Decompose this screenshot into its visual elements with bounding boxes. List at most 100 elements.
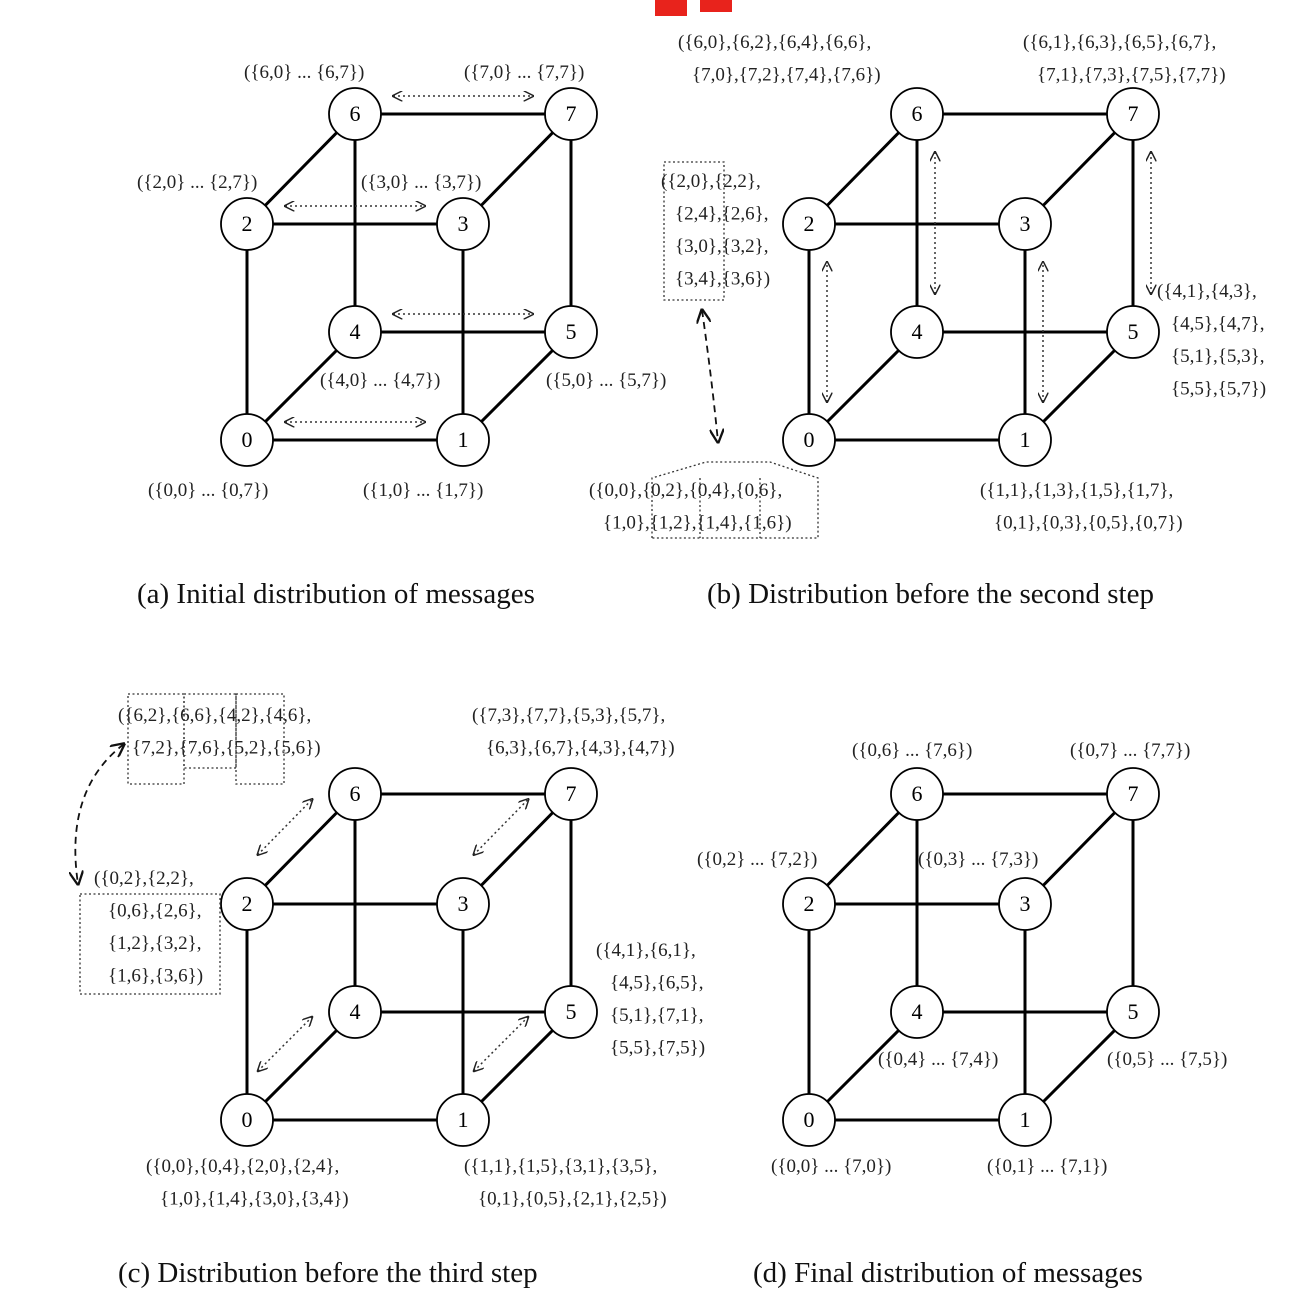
message-label-n1: {0,1},{0,3},{0,5},{0,7}) xyxy=(994,513,1183,534)
panel-a: 0 1 2 3 4 5 6 7 ({0,0} ... {0,7}) ({1,0} ... {1,7… xyxy=(137,62,666,610)
message-labels: ({0,0} ... {0,7}) ({1,0} ... {1,7}) ({2,0}… xyxy=(137,62,666,501)
node-id-label: 3 xyxy=(1020,891,1031,916)
node-2: 2 xyxy=(782,197,836,251)
message-label-n2: {1,2},{3,2}, xyxy=(108,933,201,954)
highlight-box xyxy=(235,693,285,785)
node-circle xyxy=(998,197,1052,251)
node-5: 5 xyxy=(1106,985,1160,1039)
node-id-label: 1 xyxy=(1020,427,1031,452)
exchange-arrows xyxy=(285,96,533,422)
node-id-label: 3 xyxy=(458,211,469,236)
exchange-arrows xyxy=(258,799,529,1071)
node-id-label: 4 xyxy=(912,999,923,1024)
panel-caption: (b) Distribution before the second step xyxy=(707,578,1154,610)
node-id-label: 6 xyxy=(350,781,361,806)
cube-nodes: 0 1 2 3 4 5 6 7 xyxy=(782,767,1160,1147)
selection-highlights xyxy=(651,161,819,539)
message-label-n3: ({3,0} ... {3,7}) xyxy=(361,172,481,193)
message-label-n0: ({0,0},{0,4},{2,0},{2,4}, xyxy=(146,1156,339,1177)
exchange-arrows xyxy=(827,152,1151,402)
node-id-label: 7 xyxy=(566,781,577,806)
node-2: 2 xyxy=(220,877,274,931)
node-circle xyxy=(220,413,274,467)
message-label-n5: {4,5},{4,7}, xyxy=(1171,314,1264,335)
node-id-label: 3 xyxy=(1020,211,1031,236)
node-id-label: 1 xyxy=(458,1107,469,1132)
message-label-n5: {5,1},{5,3}, xyxy=(1171,346,1264,367)
message-label-n5: ({5,0} ... {5,7}) xyxy=(546,370,666,391)
message-label-n1: ({1,1},{1,3},{1,5},{1,7}, xyxy=(980,480,1173,501)
message-label-n6: ({0,6} ... {7,6}) xyxy=(852,740,972,761)
cube-edges xyxy=(807,792,1135,1122)
node-id-label: 0 xyxy=(242,427,253,452)
node-circle xyxy=(544,985,598,1039)
node-3: 3 xyxy=(998,877,1052,931)
node-id-label: 7 xyxy=(566,101,577,126)
cube-edges xyxy=(807,112,1135,442)
node-id-label: 4 xyxy=(350,999,361,1024)
node-0: 0 xyxy=(782,413,836,467)
node-id-label: 1 xyxy=(1020,1107,1031,1132)
node-id-label: 0 xyxy=(804,1107,815,1132)
node-circle xyxy=(328,985,382,1039)
message-label-n6: ({6,0},{6,2},{6,4},{6,6}, xyxy=(678,32,871,53)
panel-caption: (c) Distribution before the third step xyxy=(118,1257,538,1289)
node-6: 6 xyxy=(328,87,382,141)
node-id-label: 3 xyxy=(458,891,469,916)
node-1: 1 xyxy=(436,413,490,467)
message-label-n7: ({7,3},{7,7},{5,3},{5,7}, xyxy=(472,705,665,726)
node-circle xyxy=(890,767,944,821)
node-id-label: 6 xyxy=(912,781,923,806)
message-label-n0: ({0,0},{0,2},{0,4},{0,6}, xyxy=(589,480,782,501)
message-label-n5: ({4,1},{4,3}, xyxy=(1157,281,1257,302)
node-circle xyxy=(544,305,598,359)
message-label-n7: ({0,7} ... {7,7}) xyxy=(1070,740,1190,761)
node-id-label: 5 xyxy=(566,319,577,344)
node-2: 2 xyxy=(220,197,274,251)
message-label-n2: {0,6},{2,6}, xyxy=(108,901,201,922)
node-0: 0 xyxy=(220,413,274,467)
panel-c: 0 1 2 3 4 5 6 7 ({0,0},{0,4},{2,0},{2,4}, {1,0},{… xyxy=(75,693,705,1289)
node-id-label: 2 xyxy=(804,211,815,236)
message-label-n1: ({1,0} ... {1,7}) xyxy=(363,480,483,501)
node-circle xyxy=(328,767,382,821)
message-label-n0: ({0,0} ... {0,7}) xyxy=(148,480,268,501)
node-circle xyxy=(890,985,944,1039)
node-circle xyxy=(328,87,382,141)
node-circle xyxy=(1106,305,1160,359)
transfer-arrow xyxy=(75,744,124,884)
message-label-n6: ({6,0} ... {6,7}) xyxy=(244,62,364,83)
node-circle xyxy=(998,877,1052,931)
node-circle xyxy=(328,305,382,359)
node-6: 6 xyxy=(328,767,382,821)
node-id-label: 2 xyxy=(242,211,253,236)
message-label-n2: {3,4},{3,6}) xyxy=(675,269,770,290)
message-label-n2: ({0,2} ... {7,2}) xyxy=(697,849,817,870)
node-id-label: 1 xyxy=(458,427,469,452)
panel-b: 0 1 2 3 4 5 6 7 ({0,0},{0,2},{0,4},{0,6}, {1,0},{… xyxy=(589,32,1266,610)
message-label-n1: ({1,1},{1,5},{3,1},{3,5}, xyxy=(464,1156,657,1177)
node-circle xyxy=(436,877,490,931)
node-6: 6 xyxy=(890,767,944,821)
message-label-n6: {7,2},{7,6},{5,2},{5,6}) xyxy=(132,738,321,759)
selection-highlights xyxy=(75,693,285,995)
exchange-arrow xyxy=(258,799,313,855)
message-label-n4: ({4,0} ... {4,7}) xyxy=(320,370,440,391)
node-circle xyxy=(544,767,598,821)
message-label-n5: ({4,1},{6,1}, xyxy=(596,940,696,961)
node-id-label: 2 xyxy=(242,891,253,916)
message-label-n1: ({0,1} ... {7,1}) xyxy=(987,1156,1107,1177)
node-4: 4 xyxy=(890,985,944,1039)
message-label-n0: {1,0},{1,2},{1,4},{1,6}) xyxy=(603,513,792,534)
cube-edges xyxy=(245,112,573,442)
highlight-box xyxy=(651,461,819,539)
node-1: 1 xyxy=(998,413,1052,467)
node-7: 7 xyxy=(1106,87,1160,141)
node-circle xyxy=(998,413,1052,467)
node-4: 4 xyxy=(890,305,944,359)
message-label-n2: ({2,0},{2,2}, xyxy=(661,171,761,192)
message-label-n5: {5,5},{5,7}) xyxy=(1171,379,1266,400)
message-label-n5: ({0,5} ... {7,5}) xyxy=(1107,1049,1227,1070)
message-label-n5: {5,1},{7,1}, xyxy=(610,1005,703,1026)
message-labels: ({0,0},{0,2},{0,4},{0,6}, {1,0},{1,2},{1,… xyxy=(589,32,1266,534)
